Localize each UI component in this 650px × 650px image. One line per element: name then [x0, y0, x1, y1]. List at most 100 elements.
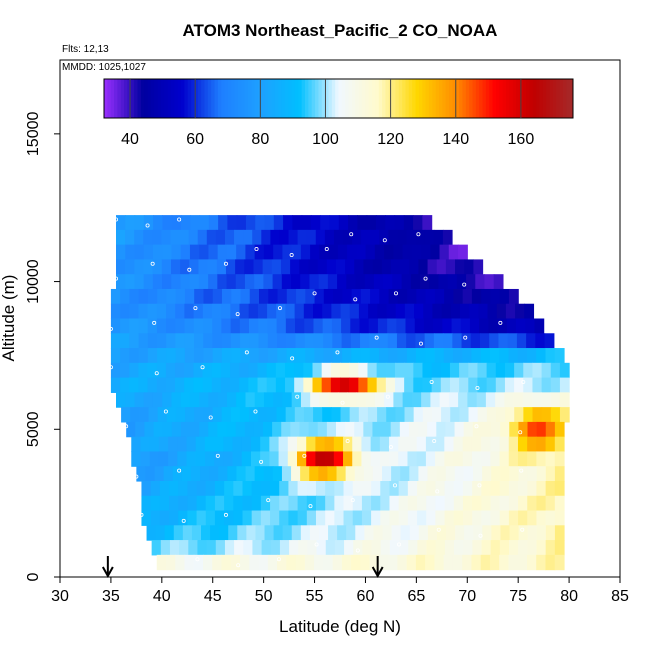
- colorbar-segment: [552, 79, 557, 118]
- curtain-cell: [285, 318, 296, 334]
- curtain-cell: [554, 451, 565, 467]
- curtain-cell: [269, 436, 280, 453]
- curtain-cell: [388, 348, 399, 364]
- curtain-cell: [343, 451, 353, 467]
- sample-point: [177, 217, 182, 222]
- curtain-cell: [408, 421, 419, 438]
- curtain-cell: [116, 392, 126, 408]
- curtain-cell: [527, 540, 538, 556]
- curtain-cell: [514, 407, 524, 423]
- colorbar-segment: [378, 79, 383, 118]
- curtain-cell: [471, 451, 482, 467]
- curtain-cell: [297, 436, 307, 453]
- curtain-cell: [180, 244, 191, 261]
- curtain-cell: [205, 495, 216, 512]
- curtain-cell: [333, 229, 344, 246]
- curtain-cell: [220, 377, 231, 393]
- curtain-cell: [344, 540, 354, 556]
- curtain-cell: [475, 274, 486, 290]
- curtain-cell: [282, 392, 293, 408]
- curtain-cell: [444, 495, 455, 512]
- curtain-cell: [254, 392, 265, 408]
- curtain-cell: [147, 348, 158, 364]
- curtain-cell: [143, 274, 154, 290]
- colorbar-segment: [495, 79, 500, 118]
- curtain-cell: [110, 303, 121, 320]
- curtain-cell: [295, 554, 306, 571]
- curtain-cell: [295, 318, 305, 334]
- curtain-cell: [110, 318, 121, 334]
- curtain-cell: [445, 466, 456, 482]
- curtain-cell: [129, 333, 140, 349]
- colorbar-segment: [546, 79, 551, 118]
- curtain-cell: [396, 318, 407, 334]
- curtain-cell: [223, 436, 234, 453]
- curtain-cell: [354, 259, 365, 275]
- curtain-cell: [514, 362, 524, 379]
- curtain-cell: [187, 510, 198, 526]
- sample-point: [388, 445, 393, 450]
- colorbar-tick-label: 160: [508, 131, 535, 148]
- curtain-cell: [275, 377, 286, 393]
- curtain-cell: [171, 244, 182, 261]
- curtain-cell: [372, 259, 383, 275]
- curtain-cell: [315, 229, 326, 246]
- curtain-cell: [301, 215, 312, 231]
- curtain-cell: [184, 362, 194, 379]
- curtain-cell: [508, 510, 519, 526]
- curtain-cell: [227, 215, 238, 231]
- colorbar-segment: [459, 79, 463, 118]
- curtain-cell: [343, 495, 354, 512]
- colorbar-segment: [308, 79, 313, 118]
- curtain-cell: [408, 540, 418, 556]
- curtain-cell: [138, 303, 149, 320]
- curtain-cell: [371, 480, 381, 497]
- curtain-cell: [393, 392, 404, 408]
- curtain-cell: [322, 407, 332, 423]
- curtain-cell: [193, 362, 204, 379]
- curtain-cell: [370, 436, 381, 453]
- curtain-cell: [242, 495, 253, 512]
- curtain-cell: [371, 510, 381, 526]
- profile-band: [110, 348, 565, 364]
- colorbar-segment: [402, 79, 406, 118]
- curtain-cell: [310, 392, 321, 408]
- plot-frame: [59, 59, 621, 578]
- curtain-cell: [202, 362, 213, 379]
- curtain-cell: [324, 229, 335, 246]
- curtain-cell: [129, 377, 139, 393]
- colorbar-segment: [197, 79, 202, 118]
- curtain-cell: [394, 377, 405, 393]
- curtain-cell: [468, 362, 479, 379]
- curtain-cell: [296, 288, 306, 305]
- curtain-cell: [454, 540, 464, 556]
- curtain-cell: [507, 333, 518, 349]
- sample-point: [253, 409, 258, 414]
- sample-point: [423, 276, 428, 281]
- sample-point: [139, 512, 144, 517]
- curtain-cell: [317, 259, 328, 275]
- curtain-cell: [160, 540, 171, 556]
- curtain-cell: [126, 421, 136, 438]
- curtain-cell: [248, 377, 259, 393]
- curtain-cell: [327, 274, 338, 290]
- curtain-cell: [416, 451, 427, 467]
- curtain-cell: [184, 554, 195, 571]
- curtain-cell: [258, 318, 269, 334]
- curtain-cell: [120, 362, 130, 379]
- curtain-cell: [319, 392, 330, 408]
- curtain-cell: [306, 436, 317, 453]
- curtain-cell: [178, 495, 188, 512]
- colorbar-segment: [559, 79, 564, 118]
- curtain-cell: [418, 466, 429, 482]
- curtain-cell: [360, 288, 371, 305]
- curtain-cell: [198, 259, 209, 275]
- curtain-cell: [157, 348, 167, 364]
- curtain-cell: [204, 451, 215, 467]
- curtain-cell: [462, 436, 473, 453]
- curtain-cell: [141, 510, 152, 526]
- curtain-cell: [175, 362, 185, 379]
- profile-band: [139, 510, 565, 526]
- curtain-cell: [407, 436, 418, 453]
